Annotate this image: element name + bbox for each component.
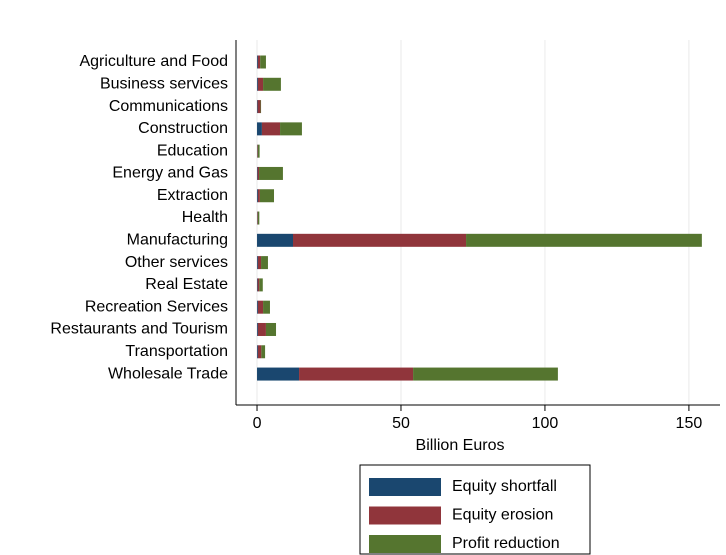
y-tick-label: Communications <box>109 98 228 115</box>
bar-segment <box>263 77 281 91</box>
bar-segment <box>466 233 702 247</box>
y-tick-label: Other services <box>125 254 228 271</box>
bar-segment <box>257 367 300 381</box>
legend-swatch <box>369 535 441 553</box>
x-tick-label: 150 <box>676 415 703 432</box>
y-tick-label: Extraction <box>157 187 228 204</box>
y-tick-label: Recreation Services <box>85 298 228 315</box>
bar-segment <box>261 122 281 136</box>
bar-segment <box>263 300 270 314</box>
bar-segment <box>257 345 262 359</box>
bar-segment <box>257 100 258 114</box>
bar-segment <box>261 345 266 359</box>
x-tick-label: 0 <box>253 415 262 432</box>
bar-segment <box>257 100 261 114</box>
bar-segment <box>299 367 414 381</box>
y-tick-label: Health <box>182 209 228 226</box>
y-tick-label: Manufacturing <box>127 232 228 249</box>
bar-segment <box>257 55 258 69</box>
bar-segment <box>265 322 277 336</box>
x-tick-label: 50 <box>392 415 410 432</box>
y-tick-label: Restaurants and Tourism <box>50 321 228 338</box>
bar-segment <box>257 256 262 270</box>
bar-segment <box>257 166 260 180</box>
y-tick-label: Wholesale Trade <box>108 365 228 382</box>
bar-segment <box>257 322 266 336</box>
legend-label: Equity erosion <box>452 507 553 524</box>
bar-segment <box>259 166 283 180</box>
bar-segment <box>257 144 258 158</box>
y-tick-label: Transportation <box>125 343 228 360</box>
bar-segment <box>257 189 260 203</box>
bar-segment <box>257 189 258 203</box>
bar-segment <box>257 278 258 292</box>
bar-segment <box>257 300 264 314</box>
y-tick-label: Education <box>157 142 228 159</box>
x-tick-label: 100 <box>532 415 559 432</box>
bar-segment <box>257 345 258 359</box>
bar-segment <box>257 278 260 292</box>
legend-swatch <box>369 478 441 496</box>
bar-segment <box>257 322 258 336</box>
bar-segment <box>257 211 258 225</box>
bar-segment <box>293 233 467 247</box>
bar-segment <box>257 77 264 91</box>
bar-segment <box>257 233 294 247</box>
legend-label: Equity shortfall <box>452 478 557 495</box>
bar-segment <box>257 166 258 180</box>
bar-segment <box>257 144 260 158</box>
bar-segment <box>261 256 268 270</box>
bar-segment <box>259 278 263 292</box>
legend-label: Profit reduction <box>452 535 560 552</box>
bar-segment <box>257 55 261 69</box>
bar-segment <box>257 300 258 314</box>
y-tick-label: Construction <box>138 120 228 137</box>
y-tick-label: Energy and Gas <box>112 165 228 182</box>
y-tick-label: Business services <box>100 76 228 93</box>
bar-segment <box>413 367 558 381</box>
bar-segment <box>259 189 275 203</box>
bar-segment <box>257 256 258 270</box>
bar-segment <box>280 122 302 136</box>
bar-segment <box>257 211 260 225</box>
bar-segment <box>257 122 262 136</box>
y-tick-label: Real Estate <box>145 276 228 293</box>
bar-segment <box>257 77 258 91</box>
legend-swatch <box>369 506 441 525</box>
y-tick-label: Agriculture and Food <box>79 53 228 70</box>
bar-segment <box>260 100 262 114</box>
x-axis-label: Billion Euros <box>416 437 505 454</box>
bar-segment <box>260 55 266 69</box>
